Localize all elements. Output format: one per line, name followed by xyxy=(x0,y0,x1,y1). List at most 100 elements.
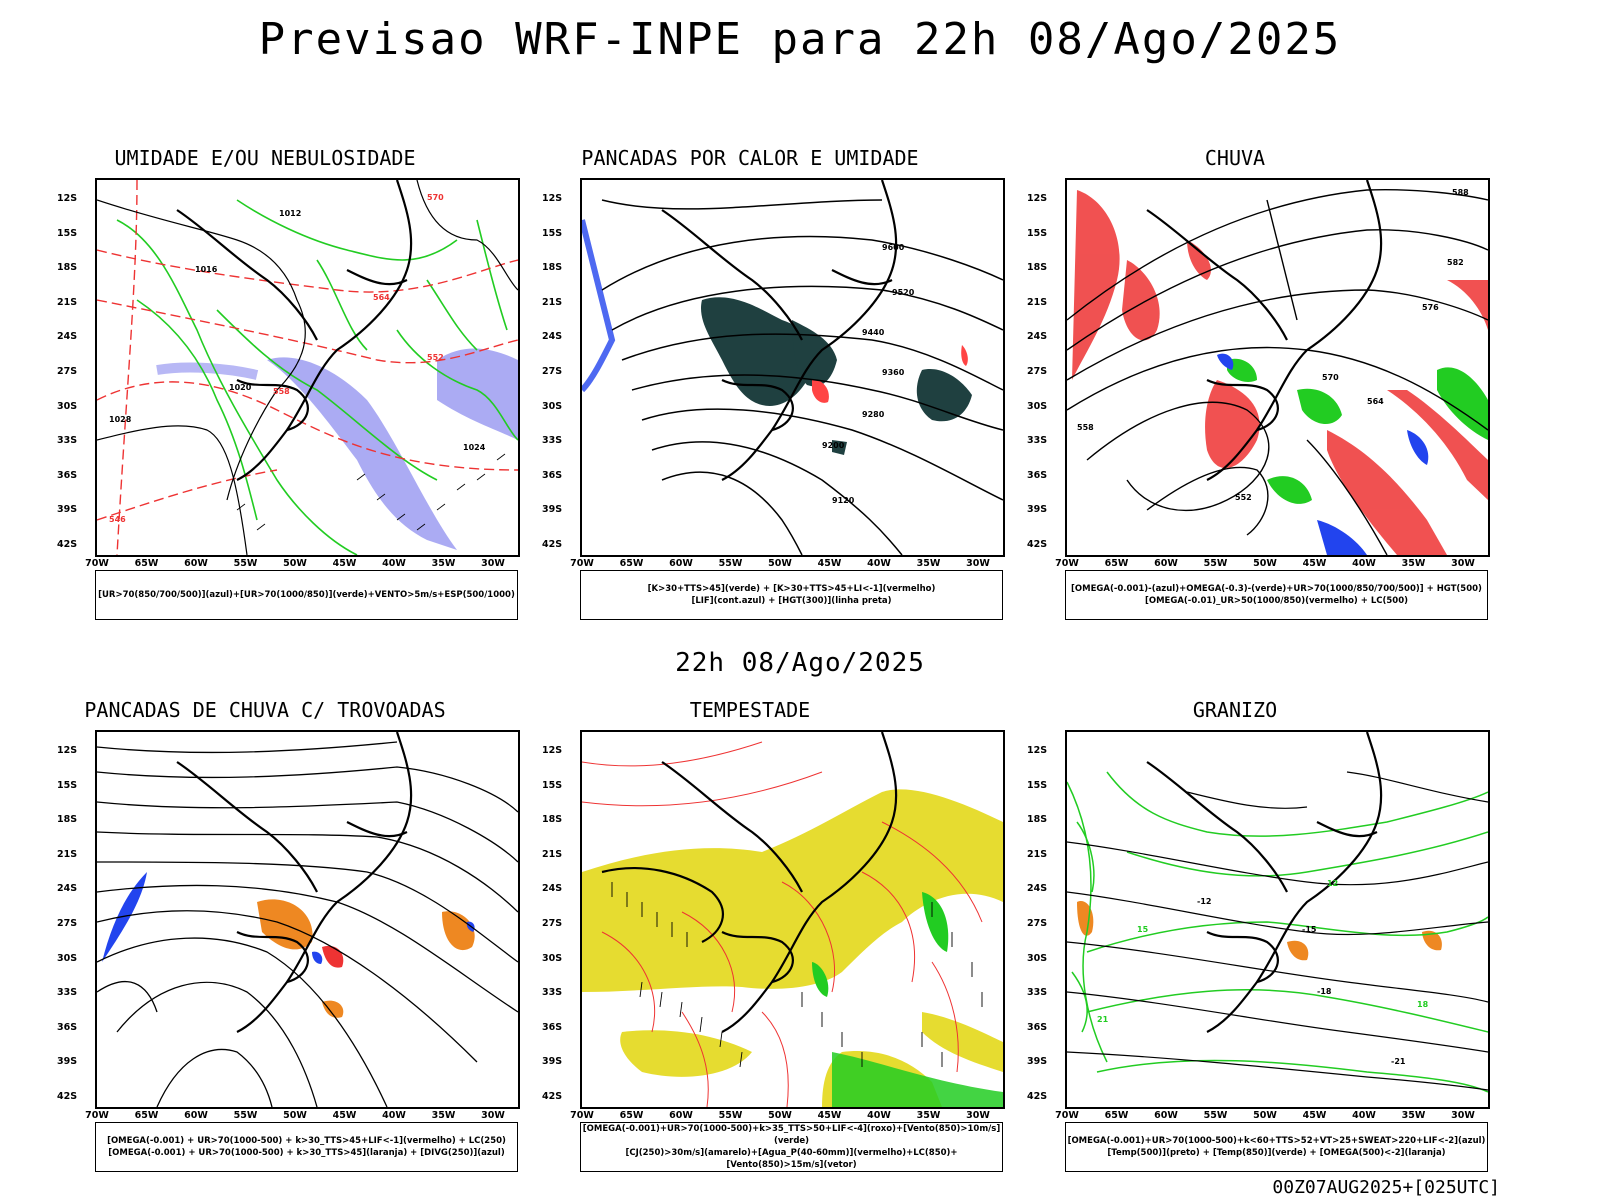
latitude-tick-label: 36S xyxy=(1027,1021,1048,1033)
panel-umidade: UMIDADE E/OU NEBULOSIDADE xyxy=(25,146,520,628)
longitude-tick-label: 50W xyxy=(283,1110,307,1121)
longitude-tick-label: 50W xyxy=(768,558,792,569)
latitude-tick-label: 39S xyxy=(542,504,563,516)
longitude-tick-label: 55W xyxy=(1203,558,1228,569)
longitude-tick-label: 50W xyxy=(283,558,307,569)
latitude-tick-label: 39S xyxy=(1027,1056,1048,1068)
latitude-tick-label: 39S xyxy=(57,504,78,516)
latitude-tick-label: 33S xyxy=(1027,435,1048,447)
longitude-tick-label: 60W xyxy=(669,558,693,569)
longitude-tick-label: 35W xyxy=(1401,558,1426,569)
caption-line: [OMEGA(-0.001) + UR>70(1000-500) + k>30_… xyxy=(108,1148,505,1158)
latitude-tick-label: 18S xyxy=(57,814,78,826)
mid-title: 22h 08/Ago/2025 xyxy=(675,648,925,678)
caption-line: [OMEGA(-0.001) + UR>70(1000-500) + k>30_… xyxy=(107,1136,506,1146)
isobar-label: 1024 xyxy=(463,443,486,452)
latitude-tick-label: 15S xyxy=(542,227,563,239)
isobar-label: 1012 xyxy=(279,209,301,218)
height-label: 588 xyxy=(1452,188,1469,197)
latitude-tick-label: 15S xyxy=(1027,227,1048,239)
latitude-tick-label: 30S xyxy=(1027,400,1048,412)
legend-caption: [K>30+TTS>45](verde) + [K>30+TTS>45+LI<-… xyxy=(580,570,1003,620)
height-label: 9120 xyxy=(832,496,855,505)
latitude-tick-label: 12S xyxy=(542,745,563,756)
latitude-tick-label: 24S xyxy=(542,331,563,343)
longitude-tick-label: 45W xyxy=(332,558,357,569)
longitude-tick-label: 55W xyxy=(718,1110,743,1121)
longitude-tick-label: 70W xyxy=(85,558,109,569)
latitude-tick-label: 24S xyxy=(57,331,78,343)
latitude-tick-label: 30S xyxy=(57,952,78,964)
panel-pancadas-trovoadas: PANCADAS DE CHUVA C/ TROVOADAS xyxy=(25,698,520,1180)
latitude-tick-label: 42S xyxy=(57,539,78,550)
latitude-tick-label: 39S xyxy=(57,1056,78,1068)
latitude-tick-label: 36S xyxy=(57,1021,78,1033)
map-umidade: 1012 1016 1020 1024 1028 570 564 558 552… xyxy=(95,178,520,557)
longitude-tick-label: 35W xyxy=(431,558,456,569)
height-label: 582 xyxy=(1447,258,1464,267)
run-timestamp: 00Z07AUG2025+[025UTC] xyxy=(1272,1177,1500,1198)
longitude-tick-label: 70W xyxy=(1055,1110,1079,1121)
latitude-tick-label: 12S xyxy=(1027,745,1048,756)
longitude-tick-label: 50W xyxy=(1253,1110,1277,1121)
latitude-tick-label: 15S xyxy=(57,227,78,239)
longitude-tick-label: 65W xyxy=(1104,558,1129,569)
height-label: 9440 xyxy=(862,328,885,337)
latitude-tick-label: 12S xyxy=(1027,193,1048,204)
height-label: 570 xyxy=(1322,373,1339,382)
longitude-tick-label: 60W xyxy=(184,1110,208,1121)
latitude-tick-label: 30S xyxy=(1027,952,1048,964)
longitude-tick-label: 40W xyxy=(867,1110,891,1121)
longitude-tick-label: 70W xyxy=(1055,558,1079,569)
caption-line: [LIF](cont.azul) + [HGT(300)](linha pret… xyxy=(691,596,892,606)
map-canvas: 588 582 576 570 564 558 552 xyxy=(1067,180,1488,555)
latitude-tick-label: 18S xyxy=(1027,262,1048,274)
panel-granizo: GRANIZO xyxy=(995,698,1490,1180)
isobar-label: 1020 xyxy=(229,383,252,392)
longitude-tick-label: 45W xyxy=(1302,558,1327,569)
latitude-tick-label: 12S xyxy=(57,193,78,204)
longitude-tick-label: 70W xyxy=(570,1110,594,1121)
caption-line: [OMEGA(-0.01)_UR>50(1000/850)(vermelho) … xyxy=(1144,596,1409,606)
main-title: Previsao WRF-INPE para 22h 08/Ago/2025 xyxy=(258,14,1342,65)
latitude-tick-label: 12S xyxy=(57,745,78,756)
height-label: 9280 xyxy=(862,410,885,419)
panel-title: GRANIZO xyxy=(1192,698,1278,722)
latitude-tick-label: 18S xyxy=(1027,814,1048,826)
latitude-tick-label: 24S xyxy=(542,883,563,895)
latitude-tick-label: 12S xyxy=(542,193,563,204)
map-pancadas-trovoadas xyxy=(95,730,520,1109)
longitude-tick-label: 40W xyxy=(382,1110,406,1121)
latitude-tick-label: 21S xyxy=(542,848,563,860)
map-canvas xyxy=(582,732,1003,1107)
latitude-tick-label: 36S xyxy=(57,469,78,481)
longitude-tick-label: 60W xyxy=(669,1110,693,1121)
longitude-tick-label: 70W xyxy=(570,558,594,569)
longitude-tick-label: 50W xyxy=(768,1110,792,1121)
latitude-tick-label: 42S xyxy=(1027,539,1048,550)
longitude-tick-label: 65W xyxy=(1104,1110,1129,1121)
latitude-tick-label: 27S xyxy=(542,918,563,929)
panel-title: UMIDADE E/OU NEBULOSIDADE xyxy=(114,146,416,170)
thickness-label: 564 xyxy=(373,293,390,302)
latitude-tick-label: 33S xyxy=(57,435,78,447)
map-granizo: -12 -15 -18 -21 12 15 18 21 xyxy=(1065,730,1490,1109)
panel-chuva: CHUVA xyxy=(995,146,1490,628)
latitude-tick-label: 30S xyxy=(542,400,563,412)
latitude-tick-label: 24S xyxy=(1027,331,1048,343)
caption-line: [CJ(250)>30m/s](amarelo)+[Agua_P(40-60mm… xyxy=(625,1148,958,1170)
temp-label: -18 xyxy=(1317,987,1332,996)
latitude-tick-label: 27S xyxy=(1027,366,1048,377)
temp-label: -12 xyxy=(1197,897,1211,906)
longitude-tick-label: 30W xyxy=(481,558,505,569)
caption-line: [OMEGA(-0.001)+UR>70(1000-500)+k>35_TTS>… xyxy=(582,1124,1001,1146)
isobar-label: 1016 xyxy=(195,265,218,274)
map-pancadas-calor: 9600 9520 9440 9360 9280 9200 9120 xyxy=(580,178,1005,557)
longitude-tick-label: 70W xyxy=(85,1110,109,1121)
longitude-tick-label: 50W xyxy=(1253,558,1277,569)
latitude-tick-label: 30S xyxy=(57,400,78,412)
temp-label: 12 xyxy=(1327,879,1338,888)
legend-caption: [UR>70(850/700/500)](azul)+[UR>70(1000/8… xyxy=(95,570,518,620)
latitude-tick-label: 27S xyxy=(1027,918,1048,929)
thickness-label: 558 xyxy=(273,387,290,396)
